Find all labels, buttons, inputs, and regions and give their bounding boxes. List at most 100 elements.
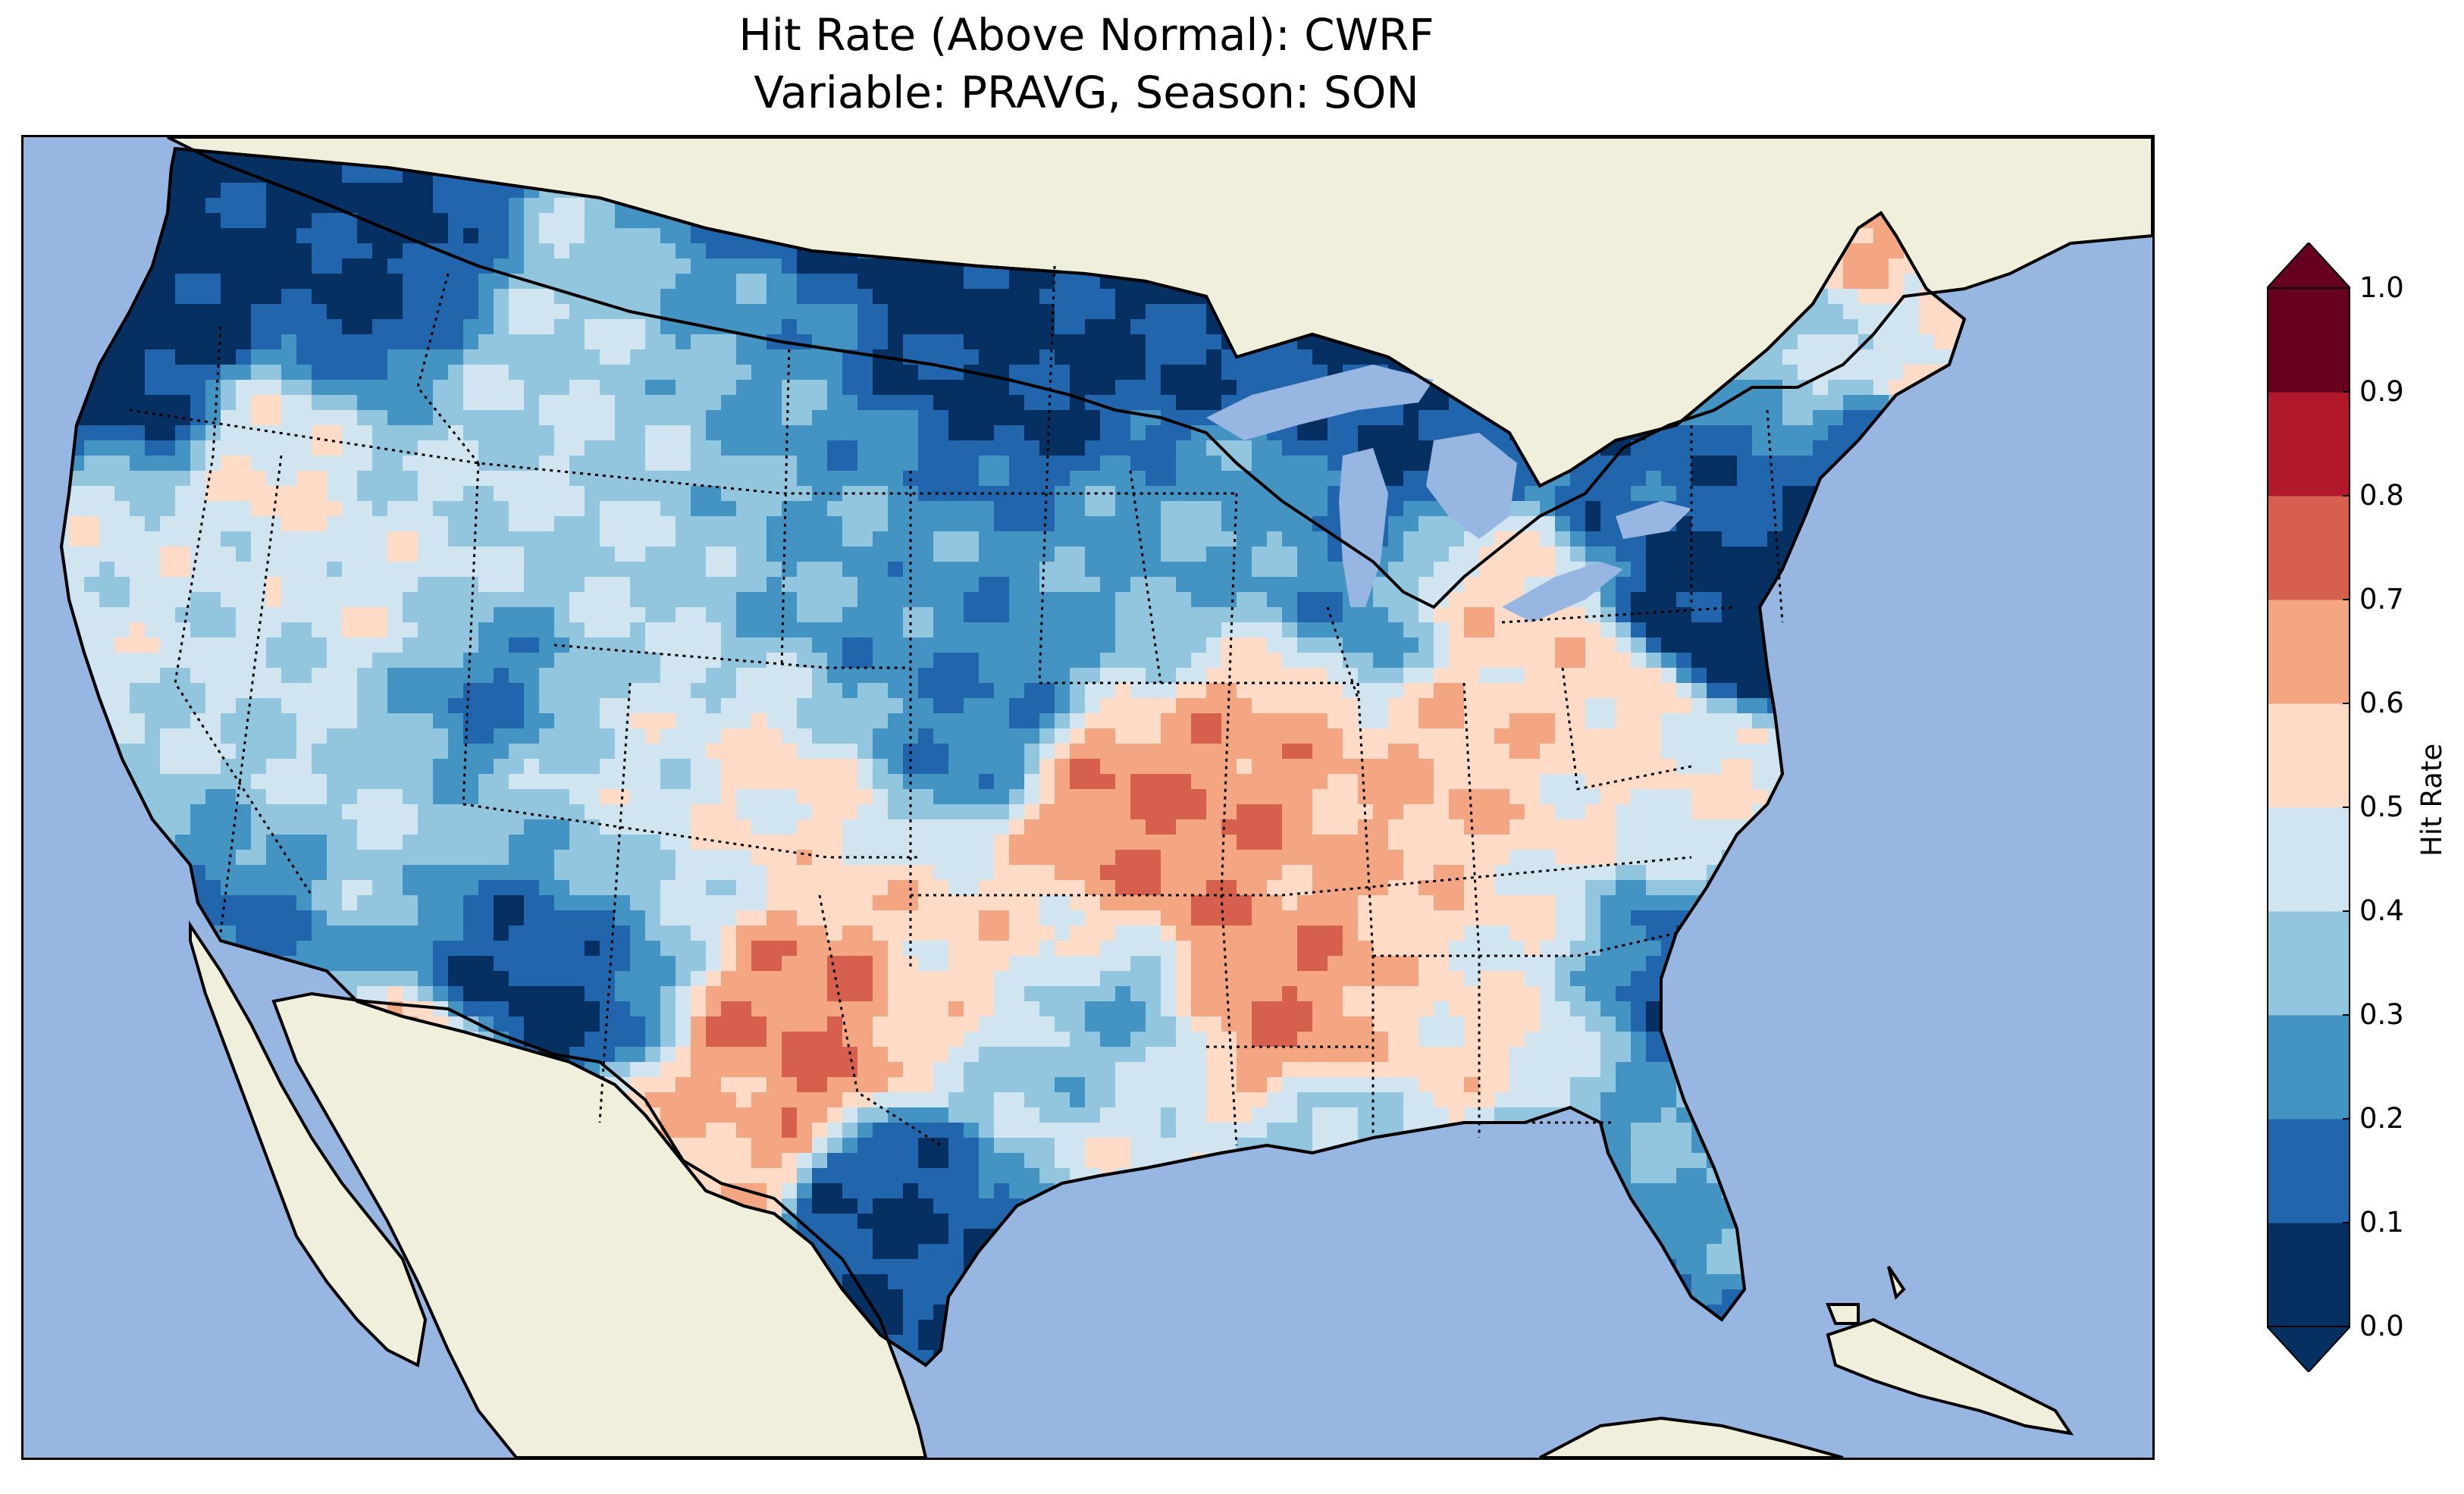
hit-rate-cell — [1828, 319, 1844, 335]
hit-rate-cell — [994, 334, 1010, 350]
hit-rate-cell — [524, 547, 540, 562]
hit-rate-cell — [766, 653, 782, 669]
hit-rate-cell — [1919, 607, 1935, 623]
hit-rate-cell — [1525, 486, 1541, 502]
hit-rate-cell — [2086, 607, 2102, 623]
hit-rate-cell — [554, 274, 570, 290]
hit-rate-cell — [1403, 531, 1419, 547]
hit-rate-cell — [1555, 531, 1571, 547]
hit-rate-cell — [539, 198, 555, 214]
hit-rate-cell — [797, 592, 813, 608]
hit-rate-cell — [130, 304, 146, 320]
hit-rate-cell — [1858, 547, 1874, 562]
hit-rate-cell — [645, 622, 661, 638]
hit-rate-cell — [1100, 365, 1116, 381]
hit-rate-cell — [873, 304, 889, 320]
hit-rate-cell — [1297, 456, 1313, 471]
hit-rate-cell — [1904, 653, 1920, 669]
hit-rate-cell — [1146, 501, 1161, 517]
hit-rate-cell — [403, 395, 419, 411]
hit-rate-cell — [1024, 562, 1040, 578]
hit-rate-cell — [1813, 547, 1829, 562]
map-panel[interactable] — [21, 135, 2155, 1460]
hit-rate-cell — [312, 486, 328, 502]
hit-rate-cell — [964, 577, 980, 593]
hit-rate-cell — [1737, 440, 1753, 456]
hit-rate-cell — [1661, 562, 1677, 578]
hit-rate-cell — [1055, 562, 1071, 578]
hit-rate-cell — [827, 395, 843, 411]
hit-rate-cell — [281, 456, 297, 471]
hit-rate-cell — [251, 607, 267, 623]
hit-rate-cell — [1995, 501, 2011, 517]
hit-rate-cell — [327, 622, 343, 638]
hit-rate-cell — [1419, 440, 1434, 456]
hit-rate-cell — [1813, 607, 1829, 623]
hit-rate-cell — [1980, 349, 1995, 365]
hit-rate-cell — [342, 471, 358, 487]
hit-rate-cell — [1039, 319, 1055, 335]
hit-rate-cell — [1782, 622, 1798, 638]
hit-rate-cell — [327, 319, 343, 335]
map-canvas[interactable] — [24, 137, 2152, 1458]
hit-rate-cell — [1085, 274, 1101, 290]
hit-rate-cell — [24, 668, 39, 684]
hit-rate-cell — [1676, 637, 1692, 653]
hit-rate-cell — [1980, 334, 1995, 350]
hit-rate-cell — [1024, 440, 1040, 456]
hit-rate-cell — [1297, 365, 1313, 381]
hit-rate-cell — [114, 547, 130, 562]
hit-rate-cell — [1631, 607, 1647, 623]
hit-rate-cell — [251, 456, 267, 471]
hit-rate-cell — [721, 425, 737, 441]
hit-rate-cell — [600, 471, 616, 487]
hit-rate-cell — [1904, 637, 1920, 653]
hit-rate-cell — [1691, 501, 1707, 517]
hit-rate-cell — [251, 440, 267, 456]
hit-rate-cell — [236, 471, 252, 487]
hit-rate-cell — [1403, 653, 1419, 669]
hit-rate-cell — [2116, 289, 2132, 305]
hit-rate-cell — [2010, 456, 2026, 471]
hit-rate-cell — [2101, 607, 2117, 623]
hit-rate-cell — [494, 501, 509, 517]
hit-rate-cell — [494, 622, 509, 638]
hit-rate-cell — [1085, 425, 1101, 441]
hit-rate-cell — [569, 349, 585, 365]
hit-rate-cell — [1661, 531, 1677, 547]
hit-rate-cell — [266, 243, 282, 259]
hit-rate-cell — [2146, 258, 2152, 274]
hit-rate-cell — [1737, 547, 1753, 562]
hit-rate-cell — [1449, 637, 1465, 653]
hit-rate-cell — [888, 289, 904, 305]
hit-rate-cell — [812, 258, 828, 274]
hit-rate-cell — [1676, 622, 1692, 638]
hit-rate-cell — [2131, 607, 2147, 623]
hit-rate-cell — [691, 440, 707, 456]
hit-rate-cell — [1419, 425, 1434, 441]
hit-rate-cell — [857, 274, 873, 290]
hit-rate-cell — [433, 668, 449, 684]
hit-rate-cell — [1176, 456, 1192, 471]
hit-rate-cell — [1949, 592, 1964, 608]
hit-rate-cell — [1024, 319, 1040, 335]
hit-rate-cell — [69, 274, 85, 290]
hit-rate-cell — [1055, 592, 1071, 608]
hit-rate-cell — [1206, 380, 1222, 396]
hit-rate-cell — [1661, 607, 1677, 623]
hit-rate-cell — [1691, 425, 1707, 441]
hit-rate-cell — [2025, 637, 2041, 653]
hit-rate-cell — [994, 486, 1010, 502]
hit-rate-cell — [1631, 562, 1647, 578]
hit-rate-cell — [857, 622, 873, 638]
hit-rate-cell — [645, 349, 661, 365]
hit-rate-cell — [569, 562, 585, 578]
hit-rate-cell — [1388, 592, 1404, 608]
hit-rate-cell — [797, 380, 813, 396]
hit-rate-cell — [145, 274, 161, 290]
hit-rate-cell — [979, 577, 995, 593]
hit-rate-cell — [509, 516, 525, 532]
hit-rate-cell — [1995, 531, 2011, 547]
hit-rate-cell — [1964, 607, 1980, 623]
hit-rate-cell — [1691, 653, 1707, 669]
